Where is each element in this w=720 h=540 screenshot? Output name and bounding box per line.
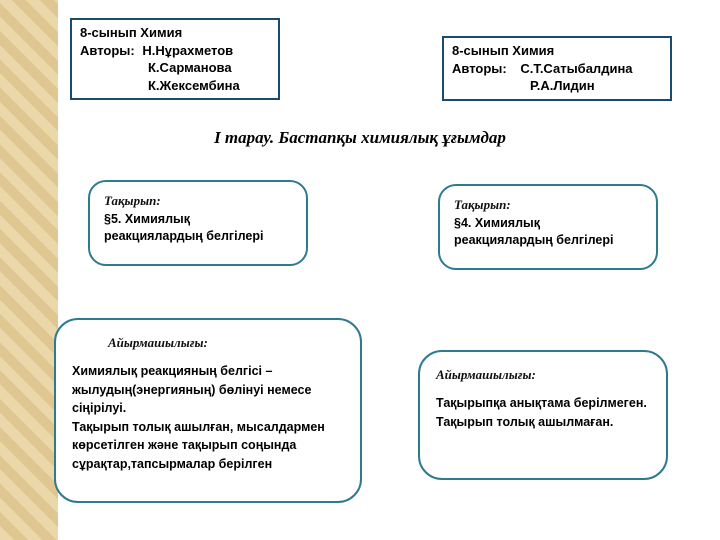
- decorative-side-strip: [0, 0, 58, 540]
- difference-label: Айырмашылығы:: [72, 334, 344, 352]
- topic-text: §5. Химиялық реакциялардың белгілері: [104, 212, 263, 244]
- authors-label: Авторы:: [452, 61, 507, 76]
- topic-box-left: Тақырып: §5. Химиялық реакциялардың белг…: [88, 180, 308, 266]
- difference-text: Химиялық реакцияның белгісі – жылудың(эн…: [72, 364, 325, 471]
- chapter-title: І тарау. Бастапқы химиялық ұғымдар: [0, 128, 720, 148]
- textbook-left-class: 8-сынып Химия: [80, 24, 270, 42]
- textbook-left-authors: Авторы: Н.Нұрахметов К.Сарманова К.Жексе…: [80, 42, 270, 95]
- topic-box-right: Тақырып: §4. Химиялық реакциялардың белг…: [438, 184, 658, 270]
- author-line: К.Жексембина: [80, 77, 270, 95]
- author-line: С.Т.Сатыбалдина: [510, 61, 632, 76]
- textbook-right-class: 8-сынып Химия: [452, 42, 662, 60]
- difference-label: Айырмашылығы:: [436, 366, 650, 384]
- textbook-box-right: 8-сынып Химия Авторы: С.Т.Сатыбалдина Р.…: [442, 36, 672, 101]
- topic-label: Тақырып:: [104, 193, 161, 208]
- author-line: К.Сарманова: [80, 59, 270, 77]
- authors-label: Авторы:: [80, 43, 135, 58]
- textbook-box-left: 8-сынып Химия Авторы: Н.Нұрахметов К.Сар…: [70, 18, 280, 100]
- author-line: Н.Нұрахметов: [138, 43, 233, 58]
- topic-label: Тақырып:: [454, 197, 511, 212]
- author-line: Р.А.Лидин: [452, 77, 662, 95]
- difference-text: Тақырыпқа анықтама берілмеген. Тақырып т…: [436, 396, 647, 429]
- difference-box-left: Айырмашылығы: Химиялық реакцияның белгіс…: [54, 318, 362, 503]
- difference-box-right: Айырмашылығы: Тақырыпқа анықтама берілме…: [418, 350, 668, 480]
- topic-text: §4. Химиялық реакциялардың белгілері: [454, 216, 613, 248]
- textbook-right-authors: Авторы: С.Т.Сатыбалдина Р.А.Лидин: [452, 60, 662, 95]
